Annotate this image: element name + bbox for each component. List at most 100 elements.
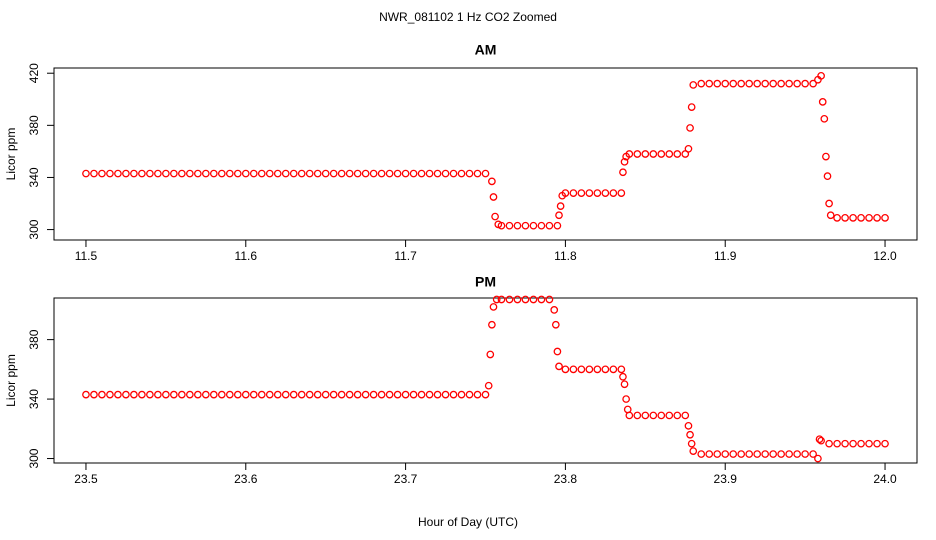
data-point: [625, 411, 634, 420]
data-point: [393, 169, 402, 178]
data-point: [337, 169, 346, 178]
x-tick-label: 23.5: [74, 472, 98, 486]
data-point: [617, 365, 626, 374]
data-point: [313, 169, 322, 178]
panel-title: AM: [475, 42, 497, 58]
data-point: [673, 411, 682, 420]
data-point: [138, 390, 146, 399]
data-point: [449, 169, 458, 178]
data-point: [569, 189, 578, 197]
data-point: [713, 450, 722, 458]
data-point: [321, 390, 330, 399]
data-point: [122, 390, 130, 399]
data-point: [82, 390, 90, 399]
data-point: [491, 212, 499, 221]
data-point: [130, 169, 138, 178]
data-point: [841, 213, 849, 222]
data-point: [305, 390, 314, 399]
plot-frame: [53, 67, 918, 241]
data-point: [761, 79, 770, 88]
data-point: [809, 79, 817, 88]
data-point: [697, 79, 706, 88]
data-point: [162, 390, 170, 399]
data-point: [90, 390, 98, 399]
data-point: [555, 362, 563, 371]
data-point: [521, 221, 530, 230]
data-point: [686, 124, 694, 132]
data-point: [601, 365, 610, 374]
data-point: [833, 213, 841, 222]
data-point: [550, 306, 559, 314]
data-point: [793, 450, 801, 458]
y-tick-label: 340: [27, 389, 41, 409]
data-point: [620, 157, 629, 166]
data-point: [815, 435, 824, 444]
data-point: [361, 169, 370, 178]
data-point: [657, 150, 666, 158]
data-point: [825, 199, 833, 208]
data-point: [257, 390, 266, 399]
data-point: [649, 411, 658, 420]
data-point: [154, 169, 162, 178]
data-point: [265, 390, 274, 399]
data-point: [841, 439, 849, 448]
y-tick-label: 420: [27, 63, 41, 83]
data-point: [793, 79, 801, 88]
data-point: [289, 169, 298, 178]
data-point: [513, 221, 522, 230]
data-point: [345, 169, 354, 178]
data-point: [217, 390, 226, 399]
data-point: [154, 390, 162, 399]
data-point: [873, 439, 881, 448]
data-point: [769, 450, 778, 458]
data-point: [785, 79, 793, 88]
data-point: [98, 169, 106, 178]
data-point: [745, 450, 754, 458]
data-point: [686, 430, 694, 439]
x-tick-label: 11.6: [235, 249, 258, 263]
data-point: [233, 390, 242, 399]
data-point: [769, 79, 778, 88]
data-point: [361, 390, 370, 399]
data-point: [178, 390, 186, 399]
data-point: [185, 390, 194, 399]
data-point: [138, 169, 146, 178]
data-point: [865, 213, 873, 222]
data-point: [484, 381, 493, 390]
data-point: [305, 169, 314, 178]
y-tick-label: 300: [27, 448, 41, 468]
data-point: [146, 390, 154, 399]
data-point: [417, 169, 426, 178]
data-point: [551, 320, 560, 329]
data-point: [473, 390, 482, 399]
data-point: [465, 169, 474, 178]
data-point: [625, 150, 634, 158]
data-point: [609, 189, 618, 197]
data-point: [401, 169, 410, 178]
data-point: [441, 390, 450, 399]
data-point: [687, 103, 696, 111]
data-point: [201, 169, 210, 178]
data-point: [537, 221, 546, 230]
data-point: [620, 380, 629, 389]
data-point: [537, 295, 546, 304]
data-point: [281, 390, 290, 399]
data-point: [313, 390, 322, 399]
data-point: [529, 295, 538, 304]
data-point: [649, 150, 658, 158]
data-point: [225, 169, 234, 178]
data-point: [513, 295, 522, 304]
data-point: [225, 390, 234, 399]
data-point: [689, 81, 698, 89]
data-point: [601, 189, 610, 197]
data-point: [665, 150, 674, 158]
data-point: [114, 169, 122, 178]
data-point: [486, 350, 495, 359]
data-point: [619, 168, 627, 177]
data-point: [201, 390, 210, 399]
data-point: [673, 150, 682, 158]
data-point: [777, 79, 786, 88]
data-point: [497, 221, 506, 230]
data-point: [90, 169, 98, 178]
